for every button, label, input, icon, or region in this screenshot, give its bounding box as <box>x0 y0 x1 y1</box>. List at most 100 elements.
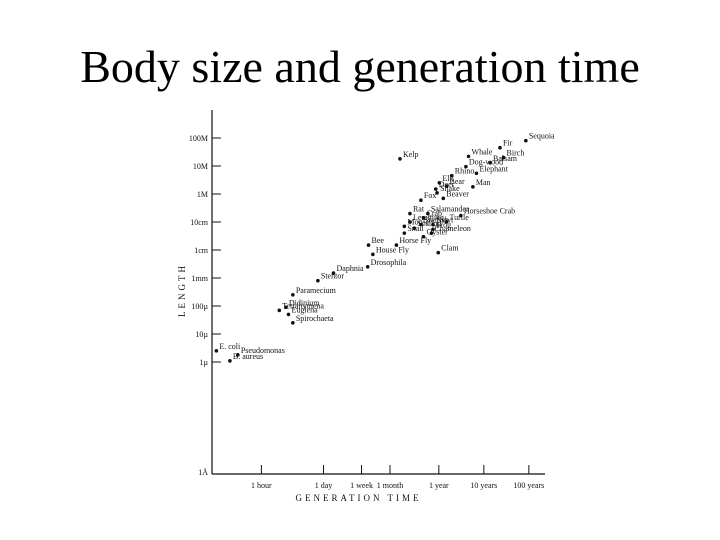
data-point-label: Drosophila <box>371 258 407 267</box>
x-tick-label: 1 day <box>315 481 333 490</box>
data-point <box>421 234 426 239</box>
data-point-label: Lemming <box>413 213 444 222</box>
data-point <box>286 312 291 317</box>
data-point-label: Rhino <box>455 167 475 176</box>
data-point <box>444 184 449 188</box>
data-point <box>419 198 423 203</box>
y-tick-label: 1µ <box>199 358 208 367</box>
data-point <box>236 353 240 357</box>
data-point-label: Fir <box>503 139 513 148</box>
slide-title: Body size and generation time <box>80 41 640 92</box>
data-point-label: Horse Fly <box>399 236 431 245</box>
x-tick-label: 1 year <box>429 481 449 490</box>
x-axis-title: GENERATION TIME <box>295 493 421 503</box>
data-point-label: Scallop <box>417 219 441 228</box>
data-point <box>316 278 320 283</box>
data-point-label: Salamander <box>431 205 469 214</box>
data-point-label: Man <box>476 178 491 187</box>
x-tick-label: 1 hour <box>251 481 272 490</box>
data-point <box>365 265 370 269</box>
data-point <box>466 154 471 159</box>
data-point-label: Tetrahymena <box>282 301 324 310</box>
data-point <box>488 161 492 165</box>
y-ticks: 100M 10M 1M 10cm 1cm 1mm 100µ 10µ 1µ 1Å <box>189 134 221 477</box>
x-ticks: 1 hour 1 day 1 week 1 month 1 year 10 years 10… <box>251 465 544 490</box>
data-point <box>371 252 375 257</box>
y-tick-label: 10cm <box>190 218 209 227</box>
data-point <box>464 164 468 169</box>
data-point <box>449 173 454 178</box>
data-point <box>434 187 438 191</box>
x-tick-label: 10 years <box>470 481 497 490</box>
data-point <box>437 181 442 185</box>
data-point-label: Bee <box>372 236 385 245</box>
data-point <box>228 359 232 363</box>
data-point <box>426 211 430 216</box>
data-point-label: E. coli <box>219 342 241 351</box>
data-point-label: Dog-wood <box>469 158 503 167</box>
y-tick-label: 100µ <box>191 302 208 311</box>
data-point <box>408 220 412 224</box>
data-point-label: Newt <box>436 216 454 225</box>
data-point <box>436 250 441 255</box>
data-point-label: Clam <box>441 244 459 253</box>
data-point-label: Whale <box>472 147 493 156</box>
data-point <box>429 231 434 235</box>
y-tick-label: 1cm <box>194 246 209 255</box>
data-point <box>498 145 502 150</box>
data-point-label: Snake <box>440 184 460 193</box>
data-point-label: Chameleon <box>434 224 470 233</box>
data-point-label: Mouse <box>407 217 429 226</box>
data-point <box>284 305 288 310</box>
data-point <box>408 211 412 216</box>
data-point <box>431 222 435 227</box>
data-point-label: Starfish <box>424 216 449 225</box>
y-tick-label: 10µ <box>195 330 208 339</box>
data-point-label: Birch <box>507 149 525 158</box>
data-point-label: Pseudomonas <box>241 346 285 355</box>
data-point-label: Elephant <box>479 164 508 173</box>
data-point-label: Oyster <box>427 228 449 237</box>
data-point-label: Elk <box>442 174 453 183</box>
data-point-label: Crab <box>427 209 443 218</box>
data-point-label: Sequoia <box>529 132 555 141</box>
data-point <box>291 321 295 325</box>
data-point-label: Didinium <box>289 298 320 307</box>
data-point <box>474 171 479 176</box>
data-point-label: Horseshoe Crab <box>464 207 515 216</box>
x-tick-label: 1 week <box>350 481 373 490</box>
data-point <box>501 155 506 160</box>
data-point-label: Daphnia <box>336 264 364 273</box>
data-point <box>444 220 449 224</box>
data-point-label: Frog <box>436 220 451 229</box>
data-point-label: Balsam <box>493 154 518 163</box>
data-point-label: Euglena <box>291 305 318 314</box>
y-tick-label: 100M <box>189 134 208 143</box>
data-point <box>412 226 417 231</box>
data-point-label: Rat <box>413 205 425 214</box>
data-point <box>214 349 219 353</box>
data-point-label: Beaver <box>446 189 469 198</box>
data-point <box>419 222 423 227</box>
data-point-label: B. aureus <box>233 352 263 361</box>
data-point <box>366 243 371 247</box>
data-point <box>459 213 463 218</box>
data-point-label: Turtle <box>450 213 470 222</box>
data-point <box>471 185 475 189</box>
data-point-label: Spirochaeta <box>296 314 334 323</box>
data-point <box>394 243 399 247</box>
data-point <box>421 216 426 220</box>
data-point <box>291 293 295 297</box>
y-tick-label: 1M <box>197 190 208 199</box>
data-point <box>398 157 402 161</box>
x-tick-label: 1 month <box>377 481 403 490</box>
y-tick-label: 1Å <box>198 468 208 477</box>
chart-axes <box>211 110 545 475</box>
data-point-label: Paramecium <box>296 286 337 295</box>
data-point-label: House Fly <box>376 245 409 254</box>
y-tick-label: 10M <box>193 162 208 171</box>
data-point <box>331 271 336 275</box>
data-point <box>402 231 407 235</box>
data-point <box>277 308 282 313</box>
